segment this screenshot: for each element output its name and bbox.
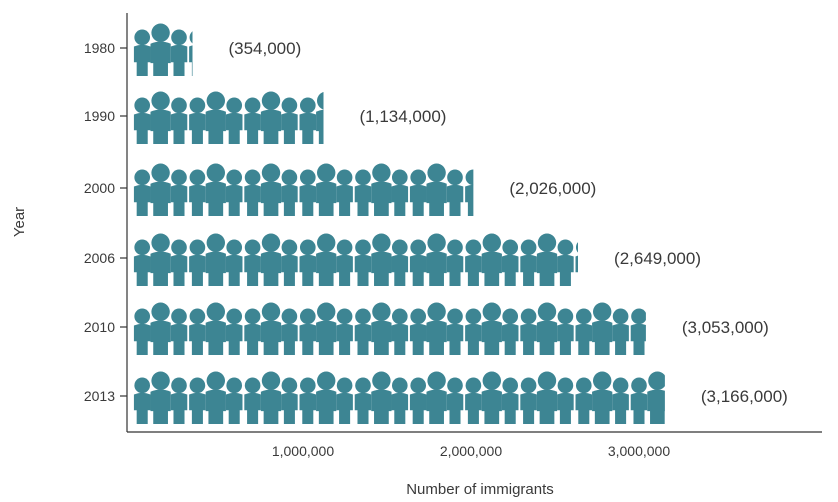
bar-2013 <box>133 371 665 424</box>
family-icon <box>575 371 629 424</box>
family-icon <box>244 163 298 216</box>
family-icon <box>299 302 353 355</box>
family-icon <box>189 91 243 144</box>
family-icon <box>133 302 188 355</box>
family-icon <box>354 371 409 424</box>
family-icon <box>630 371 665 424</box>
family-icon <box>299 91 324 144</box>
family-icon <box>409 163 464 216</box>
x-tick-label: 3,000,000 <box>608 443 670 459</box>
family-icon <box>189 371 243 424</box>
family-icon <box>133 23 188 77</box>
family-icon <box>189 302 243 355</box>
family-icon <box>409 302 464 355</box>
family-icon <box>630 302 646 355</box>
family-icon <box>354 163 409 216</box>
family-icon <box>354 302 409 355</box>
axes <box>126 13 822 433</box>
x-axis-title: Number of immigrants <box>406 481 554 498</box>
family-icon <box>133 233 188 286</box>
bar-2006 <box>133 233 579 286</box>
family-icon <box>299 233 353 286</box>
family-icon <box>189 233 243 286</box>
y-axis-title: Year <box>11 207 28 237</box>
x-tick-label: 2,000,000 <box>440 443 502 459</box>
family-icon <box>409 371 464 424</box>
family-icon <box>299 371 353 424</box>
family-icon <box>244 233 298 286</box>
y-tick-label: 1980 <box>84 40 115 56</box>
data-label: (1,134,000) <box>360 107 447 126</box>
bar-2000 <box>133 163 474 216</box>
data-label: (2,649,000) <box>614 249 701 268</box>
family-icon <box>244 371 298 424</box>
family-icon <box>520 302 574 355</box>
family-icon <box>244 91 298 144</box>
data-label: (3,053,000) <box>682 318 769 337</box>
family-icon <box>409 233 464 286</box>
family-icon <box>133 91 188 144</box>
data-label: (354,000) <box>228 39 301 58</box>
family-icon <box>299 163 353 216</box>
family-icon <box>520 233 574 286</box>
family-icon <box>575 302 629 355</box>
family-icon <box>465 371 519 424</box>
family-icon <box>465 302 519 355</box>
family-icon <box>133 371 188 424</box>
y-tick-label: 2010 <box>84 319 115 335</box>
bar-2010 <box>133 302 646 355</box>
y-tick-label: 2006 <box>84 250 115 266</box>
family-icon <box>520 371 574 424</box>
family-icon <box>244 302 298 355</box>
data-label: (3,166,000) <box>701 387 788 406</box>
family-icon <box>465 233 519 286</box>
family-icon <box>354 233 409 286</box>
data-label: (2,026,000) <box>509 179 596 198</box>
y-tick-label: 1990 <box>84 108 115 124</box>
y-tick-label: 2013 <box>84 388 115 404</box>
x-tick-label: 1,000,000 <box>272 443 334 459</box>
family-icon <box>189 163 243 216</box>
family-icon <box>133 163 188 216</box>
y-tick-label: 2000 <box>84 180 115 196</box>
